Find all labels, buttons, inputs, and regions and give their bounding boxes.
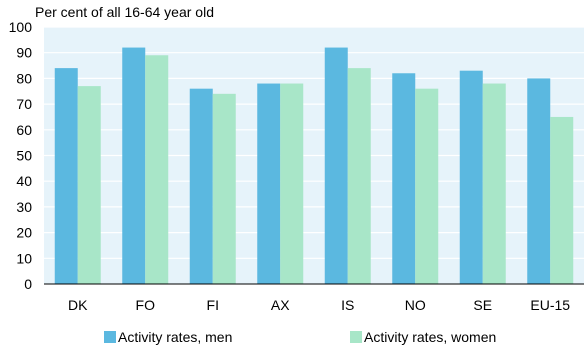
- x-tick-label: FI: [207, 297, 219, 313]
- legend-label: Activity rates, women: [364, 329, 496, 345]
- y-tick-label: 40: [16, 173, 32, 189]
- bar-activity-rates-men-fo: [122, 47, 146, 285]
- bar-activity-rates-women-dk: [77, 86, 101, 284]
- x-tick-label: FO: [136, 297, 156, 313]
- x-tick-label: IS: [341, 297, 354, 313]
- bar-activity-rates-women-fo: [145, 55, 169, 284]
- y-tick-label: 100: [9, 19, 33, 35]
- bar-activity-rates-women-fi: [212, 93, 236, 284]
- x-axis-tick-labels: DK FO FI AX IS NO SE EU-15: [68, 297, 570, 313]
- bar-activity-rates-men-no: [392, 73, 416, 284]
- y-tick-label: 80: [16, 70, 32, 86]
- legend-swatch: [104, 331, 116, 343]
- bar-activity-rates-men-se: [459, 70, 483, 284]
- y-tick-label: 20: [16, 225, 32, 241]
- legend-swatch: [350, 331, 362, 343]
- bar-activity-rates-women-is: [347, 68, 371, 285]
- bars: [54, 47, 574, 285]
- y-axis-tick-labels: 0 10 20 30 40 50 60 70 80 90 100: [9, 19, 33, 292]
- legend: Activity rates, men Activity rates, women: [104, 329, 496, 345]
- x-tick-label: AX: [271, 297, 290, 313]
- x-tick-label: NO: [405, 297, 426, 313]
- y-tick-label: 0: [24, 276, 32, 292]
- y-tick-label: 10: [16, 250, 32, 266]
- bar-activity-rates-men-eu-15: [527, 78, 551, 285]
- y-tick-label: 30: [16, 199, 32, 215]
- bar-activity-rates-men-ax: [257, 83, 281, 284]
- bar-activity-rates-men-is: [324, 47, 348, 285]
- x-tick-label: DK: [68, 297, 88, 313]
- legend-label: Activity rates, men: [118, 329, 232, 345]
- y-tick-label: 90: [16, 45, 32, 61]
- y-tick-label: 60: [16, 122, 32, 138]
- bar-activity-rates-men-fi: [189, 88, 213, 285]
- bar-activity-rates-men-dk: [54, 68, 78, 285]
- chart-title: Per cent of all 16-64 year old: [35, 4, 214, 20]
- bar-activity-rates-women-no: [415, 88, 439, 285]
- x-tick-label: SE: [473, 297, 492, 313]
- y-tick-label: 70: [16, 96, 32, 112]
- bar-activity-rates-women-eu-15: [550, 116, 574, 284]
- y-tick-label: 50: [16, 148, 32, 164]
- bar-activity-rates-women-se: [482, 83, 506, 284]
- x-tick-label: EU-15: [530, 297, 570, 313]
- bar-activity-rates-women-ax: [280, 83, 304, 284]
